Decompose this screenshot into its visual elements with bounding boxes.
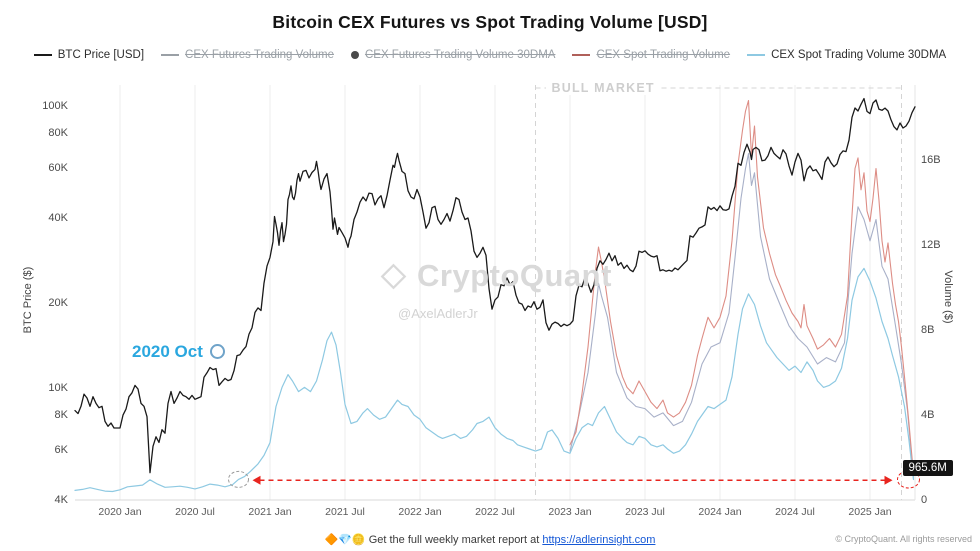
legend-label: CEX Spot Trading Volume 30DMA [771,49,947,61]
legend-label: CEX Spot Trading Volume [596,49,731,61]
legend-sample-line-icon [161,54,180,56]
legend-sample-line-icon [747,54,766,56]
series-line-cex-spot-trading-volume [569,99,915,476]
series-line-cex-futures-trading-volume [569,153,915,480]
legend-item-btc-price-usd[interactable]: BTC Price [USD] [33,49,145,61]
annotation-2020-oct-text: 2020 Oct [132,342,203,361]
legend-item-cex-spot-trading-volume[interactable]: CEX Spot Trading Volume [572,49,730,61]
legend-sample-dot-icon [350,51,359,59]
circle-marker-icon [209,344,225,359]
footer-report-text: Get the full weekly market report at [368,534,540,546]
page-title: Bitcoin CEX Futures vs Spot Trading Volu… [272,12,708,32]
report-link[interactable]: https://adlerinsight.com [542,534,656,546]
legend-label: CEX Futures Trading Volume 30DMA [364,49,556,61]
footer: 🔶💎🪙 Get the full weekly market report at… [0,533,980,546]
legend-label: BTC Price [USD] [57,49,145,61]
arrowhead-right-icon [884,475,893,485]
legend-sample-line-icon [33,54,52,56]
annotation-2020-oct: 2020 Oct [132,342,225,362]
legend-item-cex-futures-trading-volume-30dma[interactable]: CEX Futures Trading Volume 30DMA [350,49,556,61]
oct-2020-point-circle [228,470,249,488]
legend-item-cex-spot-trading-volume-30dma[interactable]: CEX Spot Trading Volume 30DMA [747,49,946,61]
legend-sample-line-icon [572,54,591,56]
legend-item-cex-futures-trading-volume[interactable]: CEX Futures Trading Volume [161,49,334,61]
endpoint-value-badge: 965.6M [902,460,953,477]
legend-label: CEX Futures Trading Volume [185,49,334,61]
arrowhead-left-icon [252,475,261,485]
legend: BTC Price [USD] CEX Futures Trading Volum… [0,49,980,61]
copyright-text: © CryptoQuant. All rights reserved [835,534,972,544]
series-line-btc-price-usd [74,97,916,474]
bull-market-label: BULL MARKET [545,81,661,95]
footer-emoji: 🔶💎🪙 [324,534,366,546]
